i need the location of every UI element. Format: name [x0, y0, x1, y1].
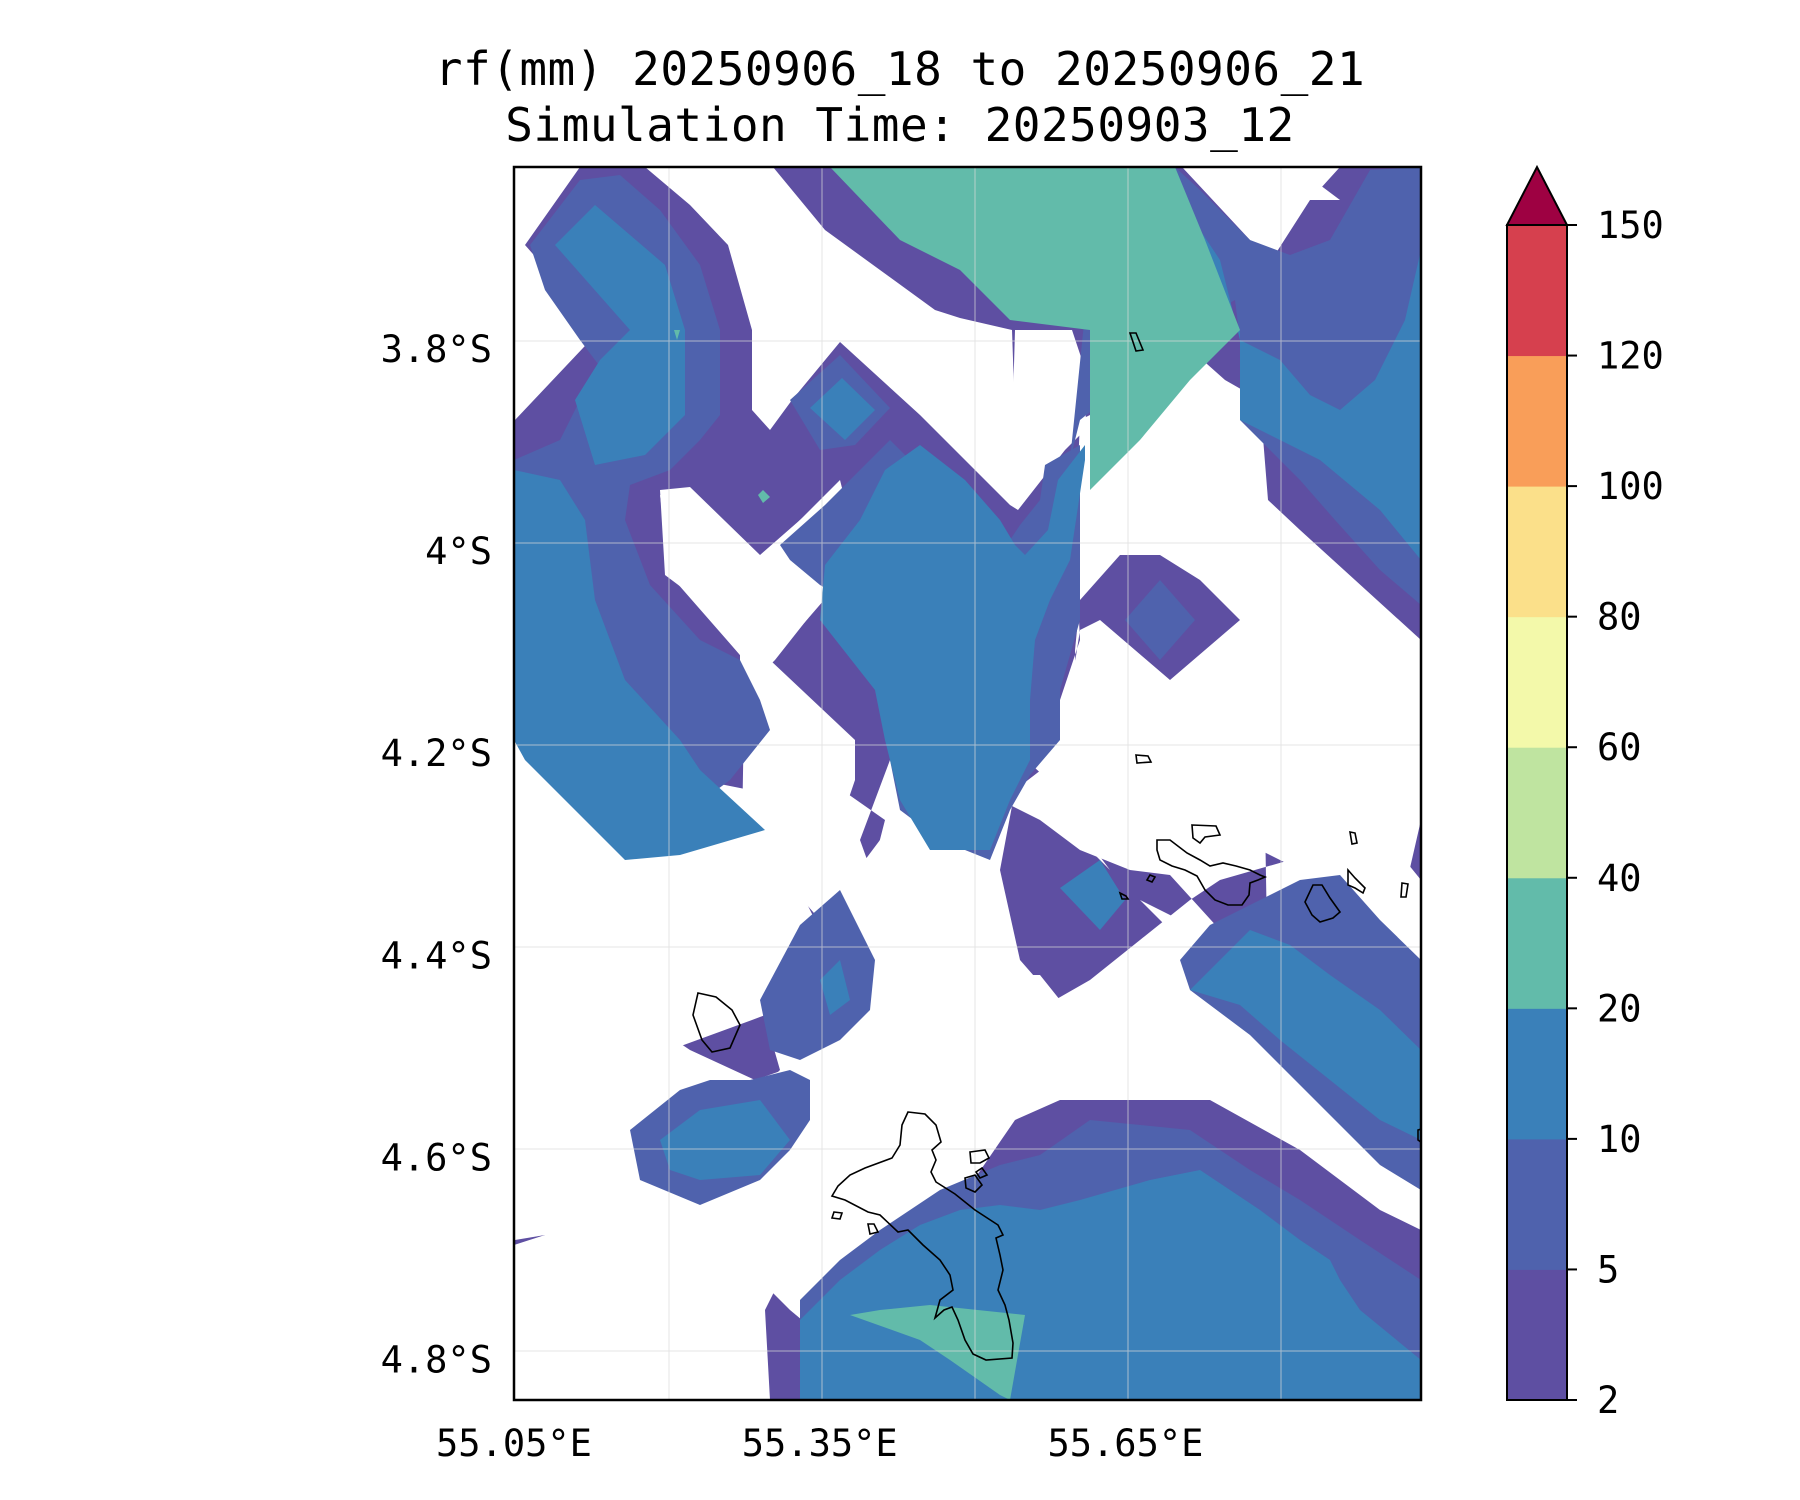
colorbar-segment — [1507, 1269, 1567, 1401]
y-tick-label: 4.8°S — [381, 1339, 492, 1382]
y-tick-label: 3.8°S — [381, 328, 492, 371]
map-gridlines — [514, 167, 1421, 1400]
x-tick-label: 55.35°E — [742, 1422, 898, 1465]
colorbar: 2 5 10 20 40 60 80 100 120 150 — [1505, 164, 1664, 1422]
colorbar-tick-label: 2 — [1597, 1379, 1619, 1422]
island-mahe — [830, 1111, 1014, 1361]
map-title-line-2: Simulation Time: 20250903_12 — [505, 98, 1295, 152]
colorbar-tick-label: 80 — [1597, 596, 1642, 639]
colorbar-tick-label: 120 — [1597, 335, 1664, 378]
colorbar-segment — [1507, 1008, 1567, 1140]
coastlines — [692, 332, 1421, 1361]
map-frame — [512, 165, 1423, 1402]
colorbar-segment — [1507, 486, 1567, 618]
colorbar-tick-label: 20 — [1597, 987, 1642, 1030]
y-tick-label: 4.6°S — [381, 1136, 492, 1179]
map-title-line-1: rf(mm) 20250906_18 to 20250906_21 — [434, 42, 1366, 96]
y-tick-label: 4.4°S — [381, 934, 492, 977]
colorbar-tick-label: 150 — [1597, 204, 1664, 247]
y-axis-ticks: 3.8°S 4°S 4.2°S 4.4°S 4.6°S 4.8°S — [381, 328, 492, 1382]
contour-level-10-20 — [514, 170, 1421, 1400]
colorbar-segment — [1507, 747, 1567, 879]
colorbar-tick-label: 100 — [1597, 465, 1664, 508]
x-axis-ticks: 55.05°E 55.35°E 55.65°E — [436, 1422, 1203, 1465]
colorbar-segment — [1507, 1138, 1567, 1270]
y-tick-label: 4°S — [425, 530, 492, 573]
colorbar-segment — [1507, 225, 1567, 357]
rainfall-contours — [514, 167, 1421, 1400]
colorbar-extend-max — [1505, 164, 1569, 226]
island-silhouette — [692, 992, 741, 1053]
x-tick-label: 55.65°E — [1047, 1422, 1203, 1465]
x-tick-label: 55.05°E — [436, 1422, 592, 1465]
colorbar-outline — [1506, 224, 1568, 1401]
colorbar-segment — [1507, 616, 1567, 748]
colorbar-segment — [1507, 877, 1567, 1009]
y-tick-label: 4.2°S — [381, 732, 492, 775]
colorbar-segment — [1507, 355, 1567, 487]
contour-level-20-40 — [674, 167, 1240, 1400]
colorbar-tick-label: 5 — [1597, 1248, 1619, 1291]
colorbar-tick-label: 60 — [1597, 726, 1642, 769]
colorbar-tick-label: 10 — [1597, 1118, 1642, 1161]
island-praslin — [1156, 839, 1268, 906]
colorbar-tick-label: 40 — [1597, 857, 1642, 900]
